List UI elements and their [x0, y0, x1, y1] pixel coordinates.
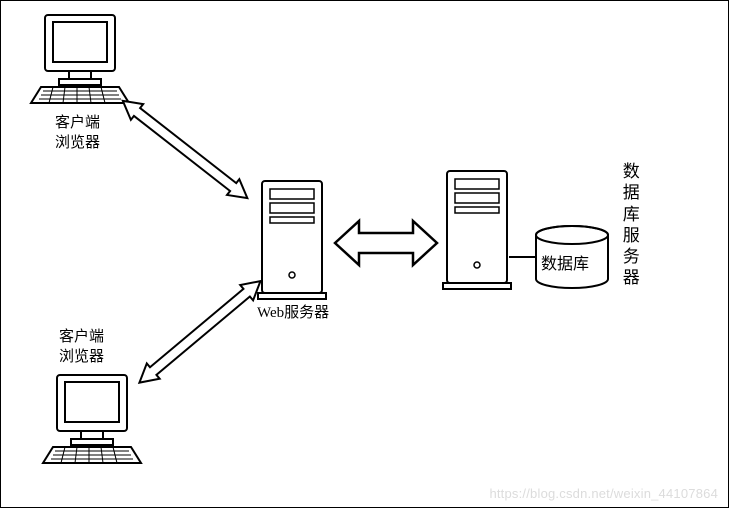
architecture-diagram: 客户端 浏览器 客户端 浏览器 Web服务器 — [0, 0, 729, 508]
edge-dbserver-database — [509, 253, 535, 261]
watermark-text: https://blog.csdn.net/weixin_44107864 — [489, 486, 718, 501]
client-top-label: 客户端 浏览器 — [55, 113, 100, 154]
edge-webserver-dbserver — [333, 215, 443, 271]
client-bottom-label: 客户端 浏览器 — [59, 327, 104, 368]
database-label: 数据库 — [541, 254, 589, 276]
db-server-vlabel: 数据库服务器 — [621, 161, 641, 289]
db-server-node — [441, 167, 519, 291]
edge-client-top-webserver — [119, 83, 289, 223]
edge-client-bottom-webserver — [119, 263, 299, 413]
server-tower-icon — [441, 167, 519, 291]
